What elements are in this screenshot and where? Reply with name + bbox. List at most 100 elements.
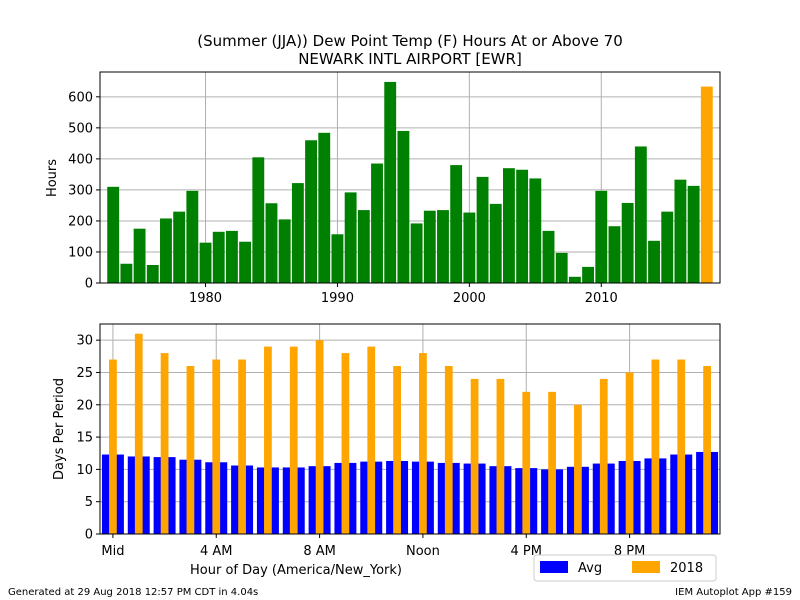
hours-bar-2016	[674, 179, 687, 283]
top-xtick-label: 1990	[321, 291, 354, 306]
bottom-ytick-label: 30	[76, 334, 93, 349]
chart-title-line2: NEWARK INTL AIRPORT [EWR]	[298, 50, 522, 68]
top-chart-ylabel: Hours	[45, 159, 60, 197]
hours-bar-1980	[199, 242, 212, 283]
hours-bar-2011	[608, 226, 621, 283]
hours-bar-1979	[186, 190, 199, 283]
hours-bar-1975	[133, 228, 146, 283]
bottom-ytick-label: 15	[76, 431, 93, 446]
hours-bar-1978	[173, 211, 186, 283]
legend-swatch-avg	[540, 561, 568, 573]
hours-bar-1982	[225, 230, 238, 283]
bottom-chart-frame	[99, 323, 721, 535]
top-xtick-label: 1980	[189, 291, 222, 306]
year-bar-hour-16	[522, 391, 531, 534]
hours-bar-1997	[423, 210, 436, 283]
bottom-ytick-label: 0	[85, 528, 93, 543]
hours-bar-1999	[450, 165, 463, 283]
top-ytick-label: 400	[68, 152, 93, 167]
hours-bar-1990	[331, 234, 344, 283]
legend-frame	[533, 554, 717, 582]
year-bar-hour-1	[134, 333, 143, 534]
hours-bar-1995	[397, 130, 410, 283]
hours-bar-2013	[634, 146, 647, 283]
bottom-ytick-label: 25	[76, 366, 93, 381]
hours-bar-2007	[555, 252, 568, 283]
year-bar-hour-17	[548, 391, 556, 534]
hours-bar-1987	[291, 183, 304, 283]
year-bar-hour-12	[419, 353, 427, 534]
hours-bar-2003	[503, 168, 515, 283]
top-ytick-label: 500	[68, 121, 93, 136]
hours-bar-1974	[120, 263, 133, 283]
year-bar-hour-21	[651, 359, 660, 534]
bottom-ytick-label: 10	[76, 463, 93, 478]
year-bar-hour-5	[238, 359, 246, 534]
hours-bar-2009	[582, 266, 595, 283]
legend-label-avg: Avg	[578, 561, 602, 576]
legend: Avg 2018	[533, 554, 717, 582]
year-bar-hour-15	[496, 378, 505, 534]
hours-bar-1977	[160, 218, 172, 283]
top-xtick-label: 2010	[585, 291, 618, 306]
hours-bar-2012	[621, 202, 634, 283]
hours-bar-1983	[239, 241, 252, 283]
bottom-chart-bars	[101, 333, 719, 534]
top-chart-bars	[107, 81, 713, 283]
bottom-xtick-label: 4 PM	[511, 544, 542, 559]
hours-bar-1988	[305, 140, 317, 283]
year-bar-hour-9	[341, 353, 350, 534]
year-bar-hour-22	[677, 359, 686, 534]
top-ytick-label: 200	[68, 214, 93, 229]
bottom-chart-xlabel: Hour of Day (America/New_York)	[190, 563, 402, 578]
hours-bar-1984	[252, 157, 265, 283]
year-bar-hour-11	[393, 366, 401, 534]
hours-bar-2005	[529, 178, 542, 283]
hours-bar-2017	[687, 185, 700, 283]
top-chart-frame	[99, 71, 721, 284]
hours-bar-2008	[568, 276, 581, 283]
top-ytick-label: 300	[68, 183, 93, 198]
year-bar-hour-14	[470, 378, 479, 534]
hours-bar-1985	[265, 203, 278, 283]
top-chart-ticks: 0 100 200 300 400 500 600 1980 1990 2000 2010	[68, 90, 618, 306]
year-bar-hour-20	[625, 372, 634, 534]
hours-bar-2018	[700, 86, 713, 283]
year-bar-hour-2	[160, 353, 169, 534]
top-xtick-label: 2000	[453, 291, 486, 306]
bottom-ytick-label: 20	[76, 398, 93, 413]
top-ytick-label: 100	[68, 245, 93, 260]
year-bar-hour-13	[444, 366, 453, 534]
bottom-chart-ylabel: Days Per Period	[52, 378, 67, 480]
hours-bar-1994	[384, 81, 397, 283]
year-bar-hour-18	[574, 404, 582, 534]
legend-swatch-2018	[632, 561, 660, 573]
year-bar-hour-19	[599, 378, 608, 534]
hours-bar-2001	[476, 176, 489, 283]
hours-bar-1991	[344, 192, 357, 283]
bottom-ytick-label: 5	[85, 495, 93, 510]
hours-bar-2000	[463, 212, 476, 283]
footer-generated: Generated at 29 Aug 2018 12:57 PM CDT in…	[8, 587, 258, 598]
hours-bar-1986	[278, 219, 291, 283]
bottom-xtick-label: 8 AM	[303, 544, 336, 559]
hours-bar-1989	[318, 132, 331, 283]
year-bar-hour-10	[367, 346, 376, 534]
hours-bar-1996	[410, 223, 423, 283]
top-ytick-label: 600	[68, 90, 93, 105]
year-bar-hour-4	[212, 359, 221, 534]
year-bar-hour-6	[264, 346, 272, 534]
hours-bar-1981	[212, 231, 225, 283]
hours-bar-1993	[371, 163, 383, 283]
hours-bar-1992	[357, 210, 370, 283]
hours-bar-2010	[595, 190, 608, 283]
hours-bar-2014	[648, 240, 660, 283]
hours-bar-1976	[146, 265, 159, 283]
year-bar-hour-23	[703, 366, 711, 534]
bottom-xtick-label: 4 AM	[200, 544, 233, 559]
hours-bar-1973	[107, 186, 120, 283]
hours-bar-2004	[516, 169, 529, 283]
chart-title-line1: (Summer (JJA)) Dew Point Temp (F) Hours …	[197, 32, 623, 50]
